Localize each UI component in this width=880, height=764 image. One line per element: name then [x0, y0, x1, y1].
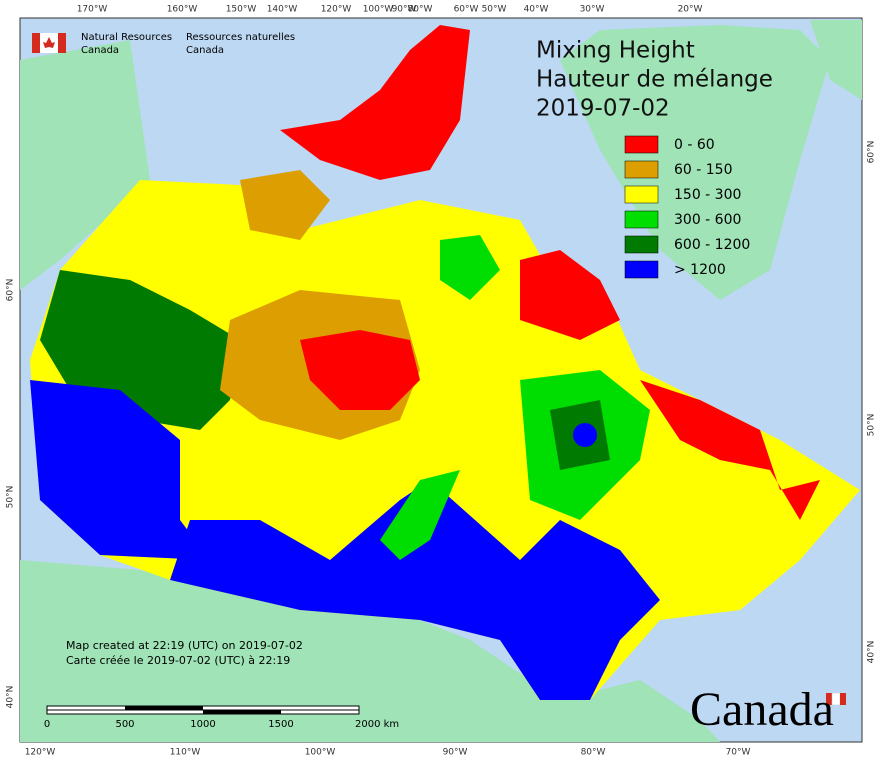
legend-label: 300 - 600: [674, 212, 741, 228]
legend-label: 600 - 1200: [674, 237, 750, 253]
credit-text: Carte créée le 2019-07-02 (UTC) à 22:19: [66, 654, 290, 667]
graticule-label: 120°W: [25, 748, 56, 758]
graticule-label: 50°N: [867, 414, 877, 437]
legend-label: 60 - 150: [674, 162, 733, 178]
graticule-label: 30°W: [580, 5, 605, 15]
legend-label: > 1200: [674, 262, 726, 278]
graticule-label: 40°W: [524, 5, 549, 15]
agency-name: Canada: [186, 45, 224, 56]
agency-name: Canada: [81, 45, 119, 56]
graticule-label: 140°W: [267, 5, 298, 15]
graticule-label: 60°N: [867, 141, 877, 164]
graticule-label: 120°W: [321, 5, 352, 15]
legend-swatch: [624, 160, 659, 179]
graticule-label: 50°W: [482, 5, 507, 15]
agency-name: Ressources naturelles: [186, 32, 295, 43]
nrcan-signature: [32, 33, 66, 53]
legend-label: 0 - 60: [674, 137, 715, 153]
legend-swatch: [624, 260, 659, 279]
scale-label: 2000 km: [355, 719, 399, 730]
wordmark-flag: [826, 692, 846, 706]
graticule-label: 170°W: [77, 5, 108, 15]
graticule-label: 100°W: [363, 5, 394, 15]
legend-swatch: [624, 235, 659, 254]
graticule-label: 80°W: [581, 748, 606, 758]
scale-label: 500: [115, 719, 134, 730]
map-title: Hauteur de mélange: [536, 67, 773, 93]
graticule-label: 160°W: [167, 5, 198, 15]
legend-swatch: [624, 135, 659, 154]
graticule-label: 90°W: [443, 748, 468, 758]
graticule-label: 20°W: [678, 5, 703, 15]
scale-label: 0: [44, 719, 50, 730]
graticule-label: 70°W: [726, 748, 751, 758]
legend-label: 150 - 300: [674, 187, 741, 203]
graticule-label: 150°W: [226, 5, 257, 15]
scale-label: 1500: [268, 719, 293, 730]
graticule-label: 90°W: [392, 5, 417, 15]
credit-text: Map created at 22:19 (UTC) on 2019-07-02: [66, 639, 303, 652]
graticule-label: 110°W: [170, 748, 201, 758]
scale-label: 1000: [190, 719, 215, 730]
scale-bar: [46, 705, 360, 715]
graticule-label: 50°N: [6, 486, 16, 509]
map-title: Mixing Height: [536, 38, 695, 64]
graticule-label: 40°N: [867, 641, 877, 664]
graticule-label: 100°W: [305, 748, 336, 758]
graticule-label: 60°N: [6, 279, 16, 302]
graticule-label: 60°W: [454, 5, 479, 15]
mixing-height-field: [30, 25, 860, 700]
legend-swatch: [624, 185, 659, 204]
graticule-label: 80°W: [408, 5, 433, 15]
canada-wordmark: Canada: [690, 683, 834, 736]
map-title: 2019-07-02: [536, 96, 670, 122]
legend-swatch: [624, 210, 659, 229]
graticule-label: 40°N: [6, 686, 16, 709]
agency-name: Natural Resources: [81, 32, 172, 43]
